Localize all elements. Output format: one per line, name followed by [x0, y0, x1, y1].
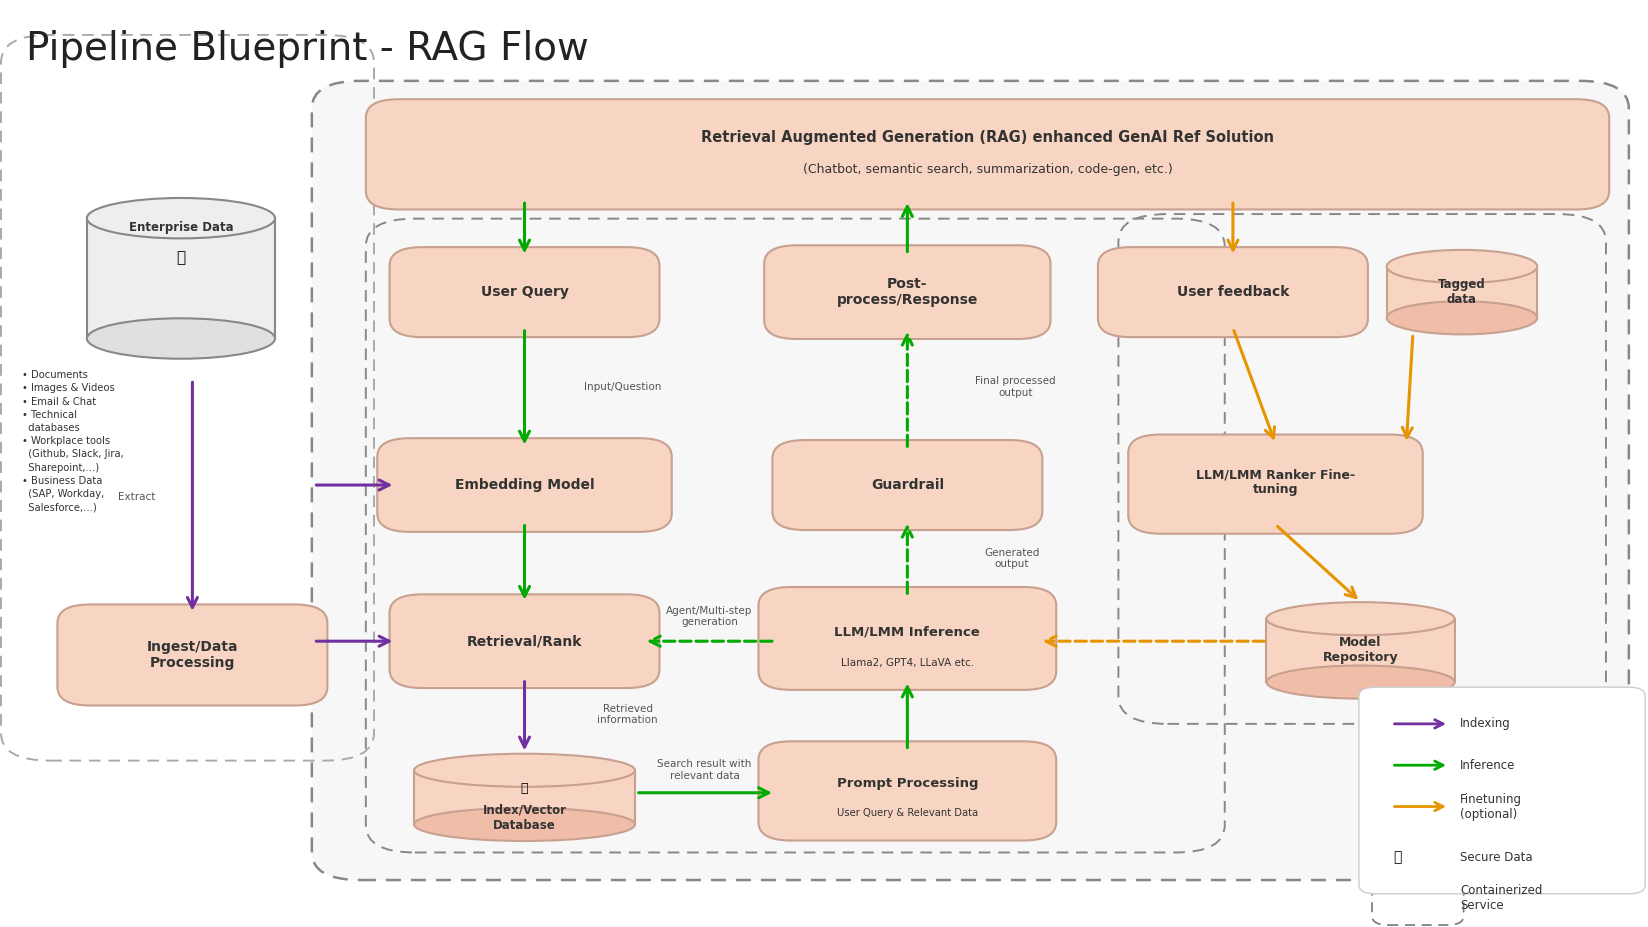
Text: Prompt Processing: Prompt Processing: [837, 777, 979, 790]
FancyBboxPatch shape: [1098, 248, 1368, 337]
Ellipse shape: [414, 754, 634, 787]
Text: Retrieved
information: Retrieved information: [597, 704, 658, 726]
Text: User Query: User Query: [481, 286, 569, 299]
Text: 🔒: 🔒: [176, 250, 186, 266]
Text: Extract: Extract: [119, 492, 155, 502]
FancyBboxPatch shape: [758, 587, 1056, 690]
Text: Secure Data: Secure Data: [1460, 851, 1533, 864]
Text: Retrieval Augmented Generation (RAG) enhanced GenAI Ref Solution: Retrieval Augmented Generation (RAG) enh…: [700, 131, 1274, 146]
Polygon shape: [87, 218, 275, 338]
Ellipse shape: [1266, 603, 1455, 635]
FancyBboxPatch shape: [773, 440, 1042, 530]
Text: User Query & Relevant Data: User Query & Relevant Data: [837, 808, 977, 818]
Text: Search result with
relevant data: Search result with relevant data: [658, 759, 751, 781]
Text: Pipeline Blueprint - RAG Flow: Pipeline Blueprint - RAG Flow: [25, 31, 588, 69]
Ellipse shape: [87, 198, 275, 238]
Ellipse shape: [414, 808, 634, 841]
FancyBboxPatch shape: [311, 81, 1628, 880]
FancyBboxPatch shape: [1129, 435, 1422, 534]
Ellipse shape: [87, 318, 275, 359]
Text: LLM/LMM Inference: LLM/LMM Inference: [834, 626, 981, 639]
Text: User feedback: User feedback: [1177, 286, 1289, 299]
FancyBboxPatch shape: [765, 246, 1050, 339]
Text: Indexing: Indexing: [1460, 717, 1511, 730]
Text: Retrieval/Rank: Retrieval/Rank: [466, 634, 582, 648]
Ellipse shape: [1266, 666, 1455, 699]
Text: LLM/LMM Ranker Fine-
tuning: LLM/LMM Ranker Fine- tuning: [1196, 468, 1355, 496]
Text: Post-
process/Response: Post- process/Response: [837, 277, 977, 307]
FancyBboxPatch shape: [389, 594, 659, 688]
Text: Tagged
data: Tagged data: [1439, 278, 1486, 306]
Text: Agent/Multi-step
generation: Agent/Multi-step generation: [666, 605, 753, 628]
Text: Inference: Inference: [1460, 758, 1516, 771]
FancyBboxPatch shape: [366, 99, 1608, 210]
Text: Ingest/Data
Processing: Ingest/Data Processing: [147, 640, 239, 670]
Text: Model
Repository: Model Repository: [1323, 636, 1399, 665]
Polygon shape: [414, 770, 634, 824]
FancyBboxPatch shape: [58, 604, 328, 705]
Ellipse shape: [1386, 250, 1538, 283]
Text: 🔒: 🔒: [521, 781, 529, 794]
Text: Index/Vector
Database: Index/Vector Database: [483, 804, 567, 832]
Text: Llama2, GPT4, LLaVA etc.: Llama2, GPT4, LLaVA etc.: [840, 658, 974, 668]
Text: Generated
output: Generated output: [984, 548, 1040, 569]
FancyBboxPatch shape: [758, 742, 1056, 841]
FancyBboxPatch shape: [1360, 687, 1645, 894]
Text: (Chatbot, semantic search, summarization, code-gen, etc.): (Chatbot, semantic search, summarization…: [803, 163, 1172, 176]
Ellipse shape: [1386, 301, 1538, 335]
Text: Finetuning
(optional): Finetuning (optional): [1460, 793, 1523, 820]
Text: • Documents
• Images & Videos
• Email & Chat
• Technical
  databases
• Workplace: • Documents • Images & Videos • Email & …: [23, 370, 124, 513]
Text: Containerized
Service: Containerized Service: [1460, 884, 1543, 912]
Text: 🔒: 🔒: [1393, 850, 1402, 864]
Polygon shape: [1386, 266, 1538, 318]
Text: Embedding Model: Embedding Model: [455, 478, 595, 492]
FancyBboxPatch shape: [389, 248, 659, 337]
Text: Guardrail: Guardrail: [870, 478, 944, 492]
Polygon shape: [1266, 618, 1455, 682]
Text: Enterprise Data: Enterprise Data: [129, 222, 234, 235]
FancyBboxPatch shape: [377, 438, 672, 532]
Text: Input/Question: Input/Question: [583, 382, 661, 392]
Text: Final processed
output: Final processed output: [976, 376, 1056, 398]
